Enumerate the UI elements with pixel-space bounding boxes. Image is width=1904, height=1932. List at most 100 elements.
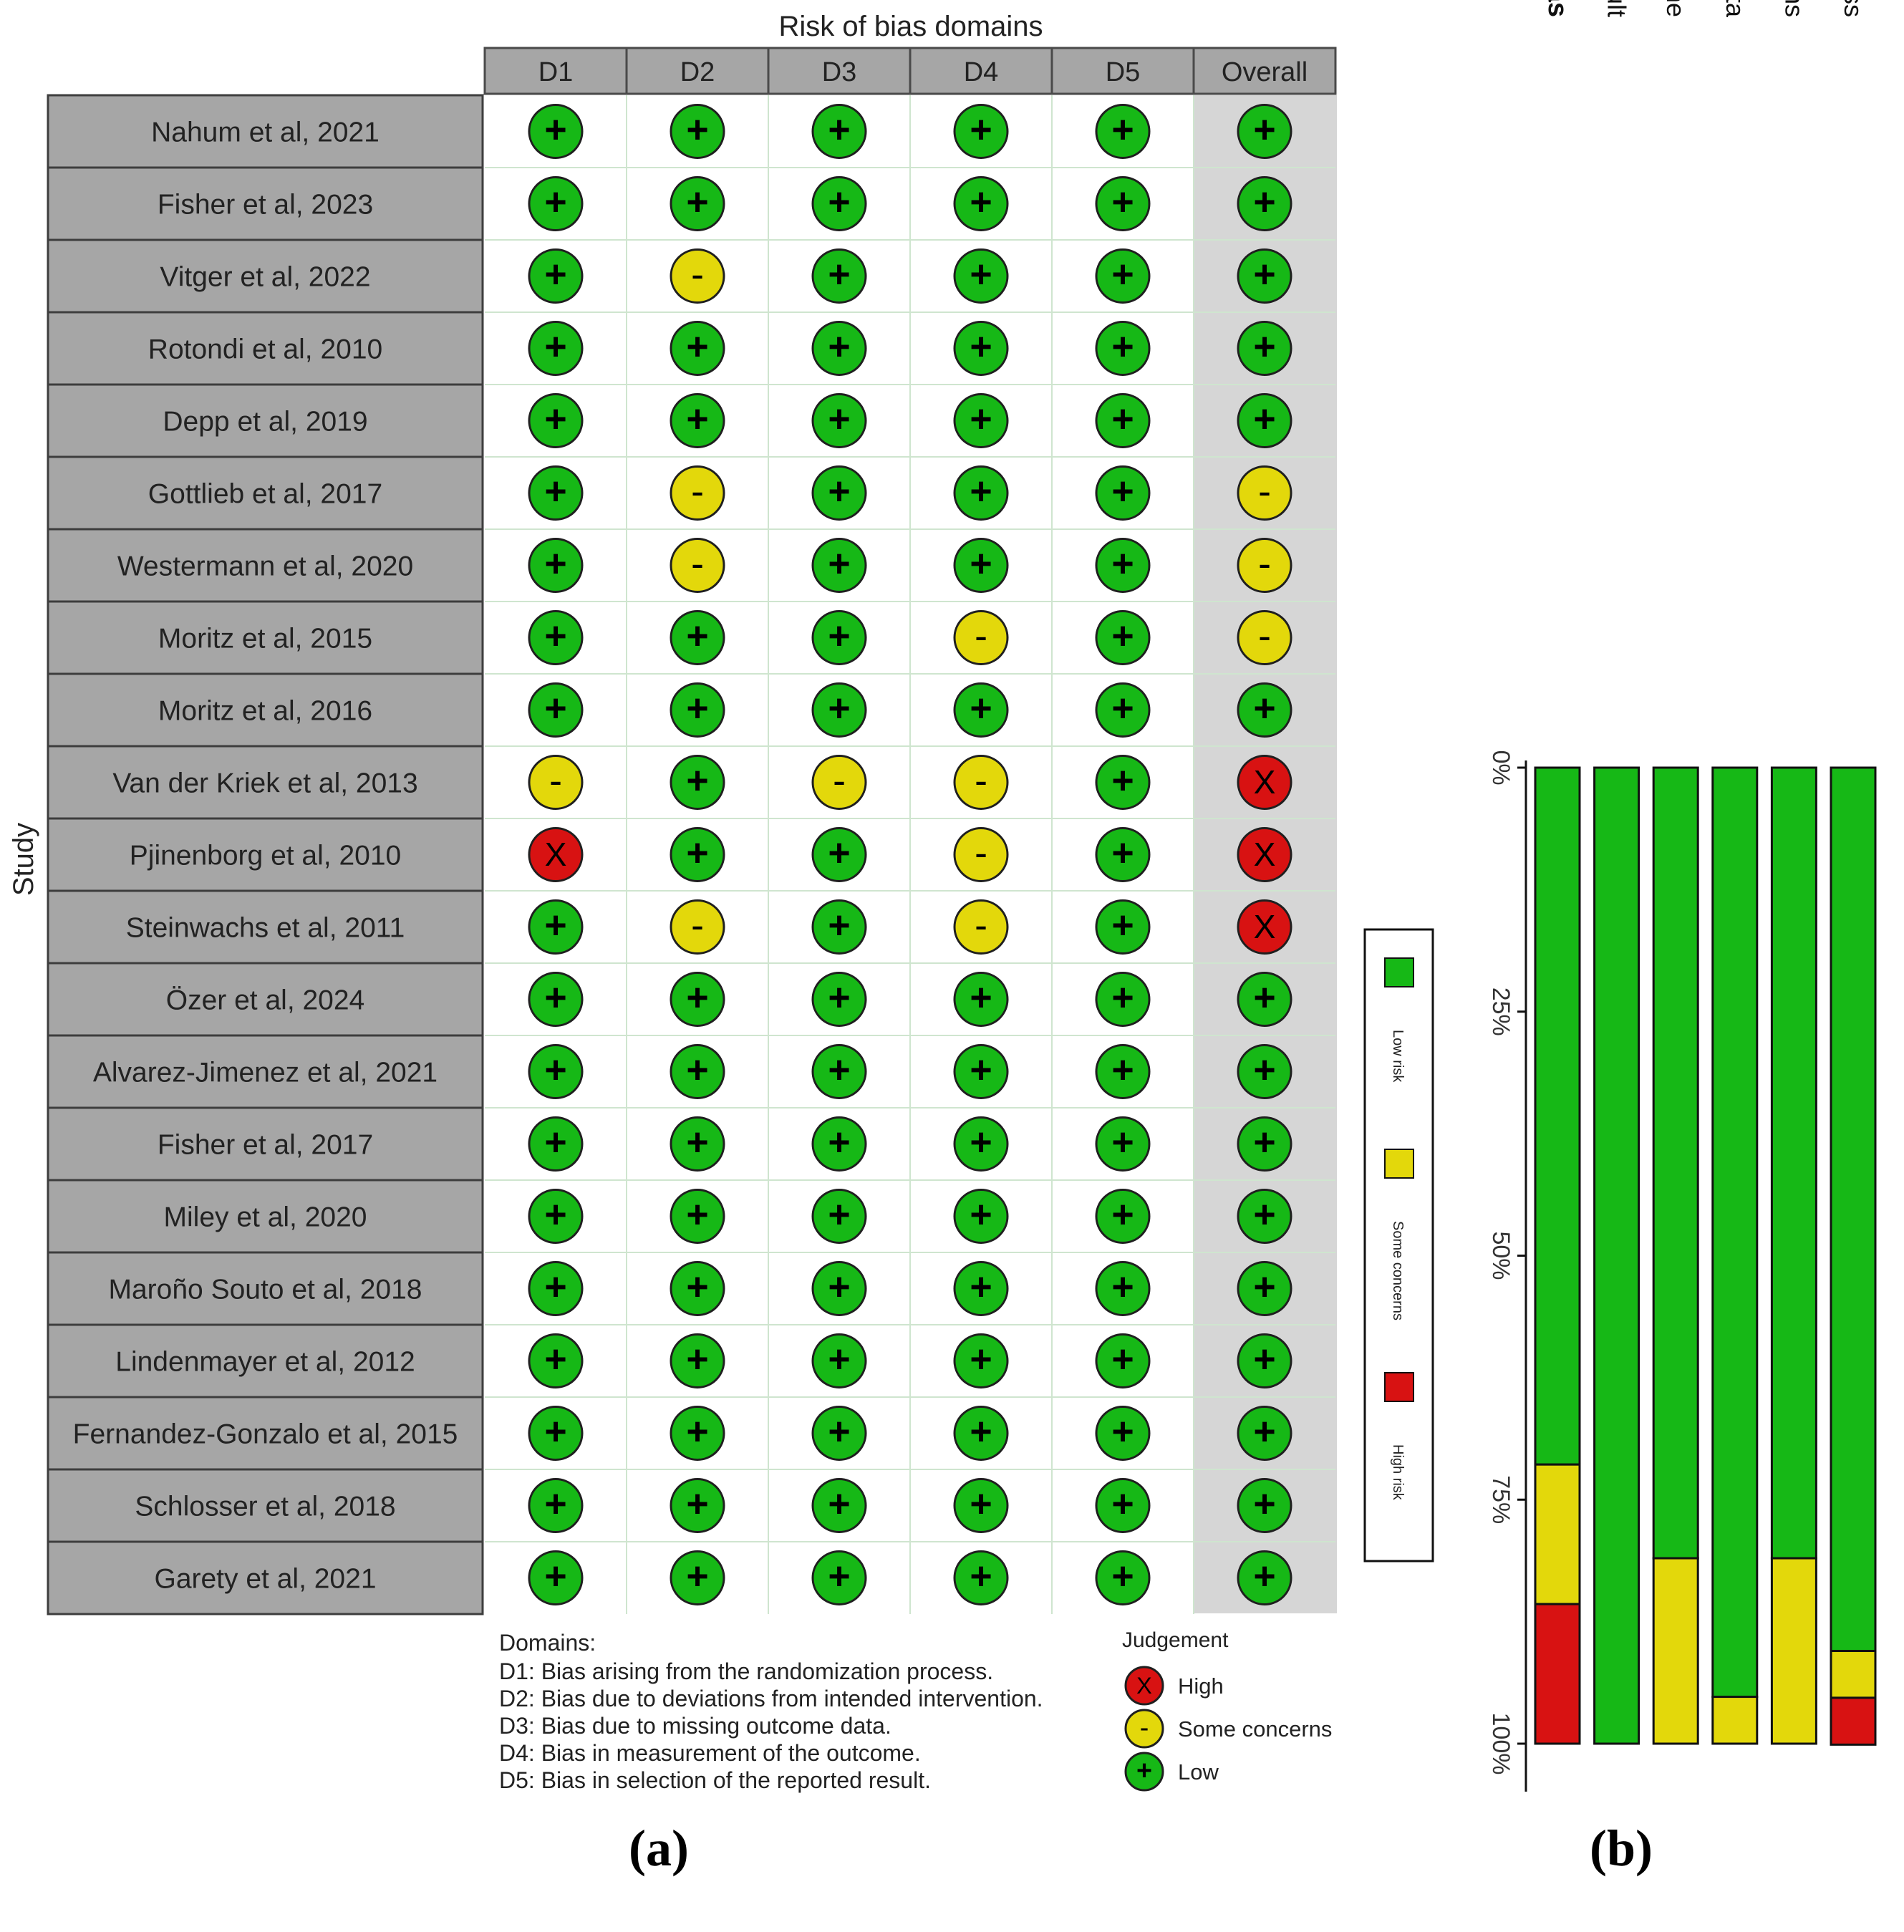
judgement-mark-garety-et-al-2021-d4-low: + — [953, 1550, 1009, 1605]
svg-text:+: + — [828, 687, 850, 730]
svg-text:-: - — [975, 831, 987, 874]
judgement-mark-marono-souto-et-al-2018-d1-low: + — [528, 1261, 584, 1316]
svg-text:+: + — [686, 614, 708, 657]
judgement-mark-schlosser-et-al-2018-d1-low: + — [528, 1478, 584, 1533]
domain-legend-d1: D1: Bias arising from the randomization … — [499, 1658, 993, 1684]
judgement-mark-fisher-et-al-2023-d3-low: + — [811, 176, 867, 231]
judgement-mark-alvarez-jimenez-et-al-2021-d2-low: + — [670, 1044, 725, 1099]
svg-text:+: + — [544, 976, 566, 1019]
judgement-mark-gottlieb-et-al-2017-d5-low: + — [1095, 465, 1151, 521]
svg-text:X: X — [1254, 908, 1276, 945]
judgement-legend-some-label: Some concerns — [1178, 1716, 1332, 1742]
svg-text:+: + — [686, 1121, 708, 1164]
judgement-mark-garety-et-al-2021-d1-low: + — [528, 1550, 584, 1605]
judgement-mark-steinwachs-et-al-2011-d2-some: - — [670, 899, 725, 955]
column-header-d4: D4 — [964, 57, 999, 87]
svg-text:+: + — [544, 1121, 566, 1164]
svg-text:+: + — [1253, 1482, 1275, 1525]
judgement-mark-lindenmayer-et-al-2012-d5-low: + — [1095, 1333, 1151, 1388]
judgement-mark-schlosser-et-al-2018-d4-low: + — [953, 1478, 1009, 1533]
column-header-bg-overall — [1192, 47, 1337, 95]
svg-text:+: + — [970, 397, 992, 440]
svg-text:+: + — [828, 1338, 850, 1381]
judgement-mark-fisher-et-al-2023-d2-low: + — [670, 176, 725, 231]
study-label-ozer-et-al-2024: Özer et al, 2024 — [166, 985, 365, 1016]
judgement-mark-garety-et-al-2021-d5-low: + — [1095, 1550, 1151, 1605]
study-label-bg — [47, 166, 484, 241]
svg-text:+: + — [970, 1193, 992, 1236]
study-label-bg — [47, 672, 484, 748]
svg-text:+: + — [686, 1048, 708, 1091]
svg-text:+: + — [686, 325, 708, 368]
column-header-d1: D1 — [538, 57, 574, 87]
judgement-mark-ozer-et-al-2024-overall-low: + — [1237, 972, 1292, 1027]
svg-text:+: + — [686, 1482, 708, 1525]
svg-text:+: + — [828, 397, 850, 440]
svg-text:+: + — [1253, 1410, 1275, 1453]
judgement-mark-schlosser-et-al-2018-d5-low: + — [1095, 1478, 1151, 1533]
judgement-mark-lindenmayer-et-al-2012-d2-low: + — [670, 1333, 725, 1388]
svg-text:+: + — [970, 1338, 992, 1381]
study-label-bg — [47, 745, 484, 820]
study-label-pjinenborg-et-al-2010: Pjinenborg et al, 2010 — [130, 841, 401, 871]
judgement-mark-alvarez-jimenez-et-al-2021-d3-low: + — [811, 1044, 867, 1099]
judgement-mark-steinwachs-et-al-2011-d3-low: + — [811, 899, 867, 955]
svg-text:+: + — [828, 1048, 850, 1091]
study-label-bg — [47, 962, 484, 1037]
study-label-marono-souto-et-al-2018: Maroño Souto et al, 2018 — [109, 1275, 422, 1305]
judgement-mark-marono-souto-et-al-2018-d2-low: + — [670, 1261, 725, 1316]
svg-text:+: + — [686, 831, 708, 874]
svg-text:+: + — [828, 325, 850, 368]
svg-text:+: + — [544, 108, 566, 151]
judgement-mark-pjinenborg-et-al-2010-d4-some: - — [953, 827, 1009, 882]
judgement-mark-steinwachs-et-al-2011-overall-high: X — [1237, 899, 1292, 955]
judgement-legend-high-icon: X — [1124, 1666, 1164, 1706]
judgement-mark-moritz-et-al-2016-d3-low: + — [811, 682, 867, 738]
svg-text:+: + — [1253, 253, 1275, 296]
judgement-mark-pjinenborg-et-al-2010-d3-low: + — [811, 827, 867, 882]
svg-text:+: + — [544, 253, 566, 296]
judgement-mark-depp-et-al-2019-d1-low: + — [528, 393, 584, 448]
svg-text:X: X — [1254, 836, 1276, 873]
study-axis-label: Study — [8, 823, 39, 896]
judgement-mark-fisher-et-al-2023-d5-low: + — [1095, 176, 1151, 231]
panel-label-a: (a) — [629, 1820, 689, 1877]
study-label-bg — [47, 1106, 484, 1182]
judgement-mark-westermann-et-al-2020-d1-low: + — [528, 538, 584, 593]
judgement-mark-vitger-et-al-2022-overall-low: + — [1237, 248, 1292, 304]
svg-text:+: + — [686, 976, 708, 1019]
panel-label-b: (b) — [1590, 1820, 1653, 1877]
judgement-mark-miley-et-al-2020-d4-low: + — [953, 1189, 1009, 1244]
svg-text:+: + — [1253, 687, 1275, 730]
judgement-mark-alvarez-jimenez-et-al-2021-d5-low: + — [1095, 1044, 1151, 1099]
svg-text:+: + — [544, 325, 566, 368]
judgement-mark-alvarez-jimenez-et-al-2021-overall-low: + — [1237, 1044, 1292, 1099]
study-label-steinwachs-et-al-2011: Steinwachs et al, 2011 — [126, 913, 405, 944]
svg-text:+: + — [1111, 108, 1134, 151]
judgement-mark-gottlieb-et-al-2017-overall-some: - — [1237, 465, 1292, 521]
svg-text:+: + — [544, 904, 566, 947]
judgement-mark-westermann-et-al-2020-d2-some: - — [670, 538, 725, 593]
judgement-mark-moritz-et-al-2015-d3-low: + — [811, 610, 867, 665]
svg-text:+: + — [970, 542, 992, 585]
judgement-mark-rotondi-et-al-2010-d2-low: + — [670, 321, 725, 376]
study-label-fisher-et-al-2017: Fisher et al, 2017 — [158, 1130, 373, 1161]
judgement-mark-fernandez-gonzalo-et-al-2015-d3-low: + — [811, 1406, 867, 1461]
domains-title: Domains: — [499, 1630, 596, 1656]
column-header-d5: D5 — [1106, 57, 1141, 87]
study-label-bg — [47, 1323, 484, 1399]
judgement-mark-moritz-et-al-2015-d4-some: - — [953, 610, 1009, 665]
svg-text:+: + — [1111, 976, 1134, 1019]
judgement-mark-fisher-et-al-2017-d1-low: + — [528, 1116, 584, 1172]
svg-text:-: - — [691, 542, 704, 585]
domain-legend-d3: D3: Bias due to missing outcome data. — [499, 1713, 891, 1739]
judgement-title: Judgement — [1122, 1628, 1229, 1652]
judgement-mark-ozer-et-al-2024-d2-low: + — [670, 972, 725, 1027]
svg-text:+: + — [828, 1410, 850, 1453]
judgement-mark-ozer-et-al-2024-d5-low: + — [1095, 972, 1151, 1027]
study-label-miley-et-al-2020: Miley et al, 2020 — [164, 1202, 367, 1233]
judgement-mark-marono-souto-et-al-2018-d3-low: + — [811, 1261, 867, 1316]
judgement-mark-rotondi-et-al-2010-d1-low: + — [528, 321, 584, 376]
svg-text:+: + — [544, 180, 566, 223]
judgement-mark-moritz-et-al-2015-d5-low: + — [1095, 610, 1151, 665]
